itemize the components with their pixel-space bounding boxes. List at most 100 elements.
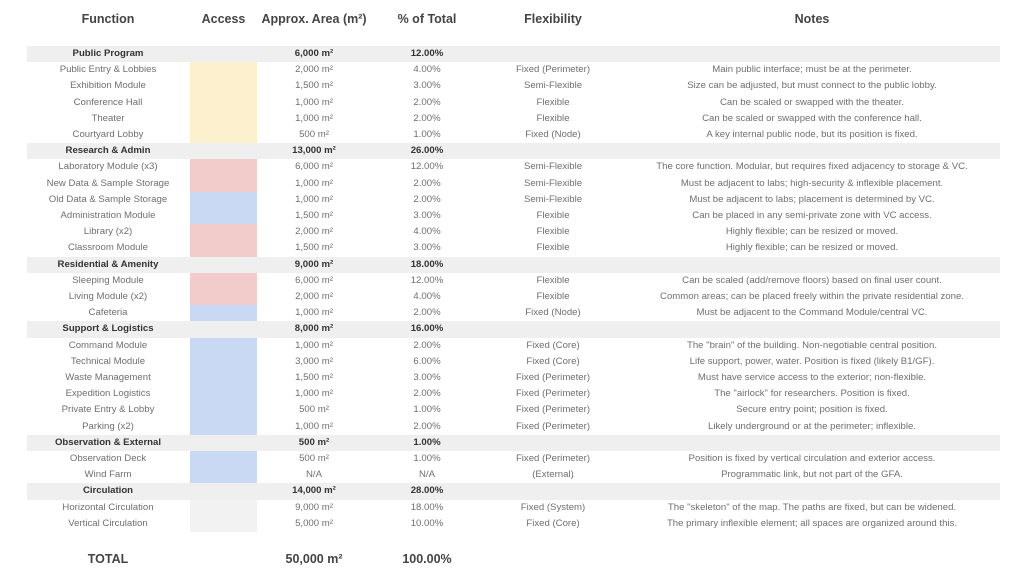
flexibility-cell: Flexible bbox=[536, 226, 570, 238]
access-swatch-private bbox=[190, 272, 257, 289]
area-cell: 6,000 m² bbox=[295, 161, 333, 173]
flexibility-cell bbox=[488, 321, 618, 337]
access-cell bbox=[190, 143, 257, 159]
notes-cell: Position is fixed by vertical circulatio… bbox=[688, 453, 936, 464]
function-cell: Theater bbox=[91, 112, 125, 124]
access-cell bbox=[190, 435, 257, 451]
access-swatch-private bbox=[190, 175, 257, 192]
area-cell: 1,500 m² bbox=[295, 210, 333, 221]
function-cell: Residential & Amenity bbox=[57, 258, 159, 270]
table-row: Vertical Circulation 5,000 m² 10.00% Fixed … bbox=[27, 515, 1000, 532]
notes-cell: The primary inflexible element; all spac… bbox=[666, 517, 958, 529]
table-row: New Data & Sample Storage 1,000 m² 2.00% Se… bbox=[27, 175, 1000, 192]
area-cell: N/A bbox=[306, 469, 322, 481]
function-cell: Vertical Circulation bbox=[68, 517, 148, 529]
access-swatch-semi-private bbox=[190, 305, 257, 322]
table-row: Horizontal Circulation 9,000 m² 18.00% Fixe… bbox=[27, 499, 1000, 516]
flexibility-cell: Fixed (Perimeter) bbox=[515, 404, 591, 416]
table-row: Conference Hall 1,000 m² 2.00% Flexible Can … bbox=[27, 94, 1000, 111]
function-cell: Public Program bbox=[72, 48, 144, 59]
access-swatch-semi-private bbox=[190, 370, 257, 387]
function-cell: Classroom Module bbox=[68, 242, 148, 254]
function-cell: Command Module bbox=[68, 339, 148, 351]
function-cell: Public Entry & Lobbies bbox=[59, 64, 157, 76]
notes-cell: Highly flexible; can be resized or moved… bbox=[725, 242, 899, 254]
area-cell: 500 m² bbox=[299, 404, 329, 416]
area-cell: 9,000 m² bbox=[295, 501, 333, 513]
pct-cell: N/A bbox=[419, 469, 435, 481]
notes-cell bbox=[617, 143, 1007, 159]
area-cell: 500 m² bbox=[299, 129, 329, 140]
area-cell: 1,000 m² bbox=[295, 307, 333, 319]
function-cell: Waste Management bbox=[65, 372, 151, 383]
function-cell: Old Data & Sample Storage bbox=[48, 193, 168, 205]
flexibility-cell: Flexible bbox=[536, 291, 570, 302]
table-row: Living Module (x2) 2,000 m² 4.00% Flexible C… bbox=[27, 289, 1000, 306]
pct-cell: 2.00% bbox=[413, 339, 441, 351]
notes-cell: Can be scaled or swapped with the theate… bbox=[720, 96, 904, 108]
flexibility-cell: Flexible bbox=[536, 274, 570, 286]
function-cell: Cafeteria bbox=[88, 307, 128, 319]
access-swatch-semi-private bbox=[190, 402, 257, 419]
function-cell: New Data & Sample Storage bbox=[46, 177, 170, 189]
function-cell: Exhibition Module bbox=[70, 80, 146, 92]
flexibility-cell: Semi-Flexible bbox=[523, 161, 583, 173]
access-cell bbox=[190, 257, 257, 273]
notes-cell: Must be adjacent to labs; high-security … bbox=[680, 177, 944, 189]
notes-cell bbox=[617, 321, 1007, 337]
function-cell: Library (x2) bbox=[83, 226, 133, 238]
notes-cell: Can be placed in any semi-private zone w… bbox=[692, 210, 932, 221]
area-cell: 1,000 m² bbox=[295, 339, 333, 351]
access-swatch-semi-private bbox=[190, 353, 257, 370]
table-row: Sleeping Module 6,000 m² 12.00% Flexible Can… bbox=[27, 272, 1000, 289]
area-cell: 6,000 m² bbox=[294, 48, 334, 59]
access-swatch-semi-private bbox=[190, 386, 257, 403]
notes-cell bbox=[617, 435, 1007, 451]
access-swatch-circulation bbox=[190, 515, 257, 532]
pct-cell: 1.00% bbox=[413, 129, 441, 140]
group-row: Support & Logistics 8,000 m² 16.00% bbox=[27, 321, 1000, 338]
flexibility-cell: Fixed (Core) bbox=[526, 355, 580, 367]
function-cell: Wind Farm bbox=[84, 469, 132, 481]
area-cell: 9,000 m² bbox=[294, 258, 334, 270]
function-cell: Horizontal Circulation bbox=[62, 501, 154, 513]
pct-cell: 2.00% bbox=[413, 177, 441, 189]
access-swatch-private bbox=[190, 159, 257, 176]
table-row: Public Entry & Lobbies 2,000 m² 4.00% Fixed… bbox=[27, 62, 1000, 79]
header-pct: % of Total bbox=[397, 12, 457, 26]
access-swatch-public bbox=[190, 94, 257, 111]
table-row: Old Data & Sample Storage 1,000 m² 2.00% Se… bbox=[27, 191, 1000, 208]
function-cell: Research & Admin bbox=[65, 145, 151, 157]
pct-cell: 12.00% bbox=[410, 48, 444, 59]
flexibility-cell: Fixed (Perimeter) bbox=[515, 453, 591, 464]
pct-cell: 26.00% bbox=[410, 145, 444, 157]
flexibility-cell: Fixed (Node) bbox=[525, 129, 581, 140]
function-cell: Sleeping Module bbox=[72, 274, 144, 286]
pct-cell: 18.00% bbox=[410, 258, 444, 270]
access-swatch-semi-private bbox=[190, 451, 257, 468]
notes-cell: Programmatic link, but not part of the G… bbox=[721, 469, 903, 481]
header-access: Access bbox=[201, 12, 246, 26]
table-row: Wind Farm N/A N/A (External) Programmatic li… bbox=[27, 467, 1000, 484]
header-area: Approx. Area (m²) bbox=[261, 12, 367, 26]
access-swatch-private bbox=[190, 289, 257, 306]
area-cell: 1,500 m² bbox=[295, 80, 333, 92]
notes-cell: The "skeleton" of the map. The paths are… bbox=[667, 501, 957, 513]
flexibility-cell bbox=[488, 143, 618, 159]
notes-cell bbox=[617, 257, 1007, 273]
function-cell: Private Entry & Lobby bbox=[61, 404, 155, 416]
pct-cell: 2.00% bbox=[413, 307, 441, 319]
area-cell: 14,000 m² bbox=[292, 485, 336, 497]
notes-cell: A key internal public node, but its posi… bbox=[706, 129, 918, 140]
table-row: Parking (x2) 1,000 m² 2.00% Fixed (Perimete… bbox=[27, 418, 1000, 435]
flexibility-cell: Fixed (Perimeter) bbox=[515, 420, 591, 432]
function-cell: Administration Module bbox=[60, 210, 156, 221]
table-row: Waste Management 1,500 m² 3.00% Fixed (Peri… bbox=[27, 370, 1000, 387]
access-cell bbox=[190, 46, 257, 62]
flexibility-cell: Fixed (Node) bbox=[525, 307, 581, 319]
function-cell: Observation Deck bbox=[69, 453, 147, 464]
notes-cell: Life support, power, water. Position is … bbox=[689, 355, 935, 367]
function-cell: Observation & External bbox=[54, 436, 162, 448]
table-row: Expedition Logistics 1,000 m² 2.00% Fixed (… bbox=[27, 386, 1000, 403]
flexibility-cell: Fixed (System) bbox=[520, 501, 586, 513]
